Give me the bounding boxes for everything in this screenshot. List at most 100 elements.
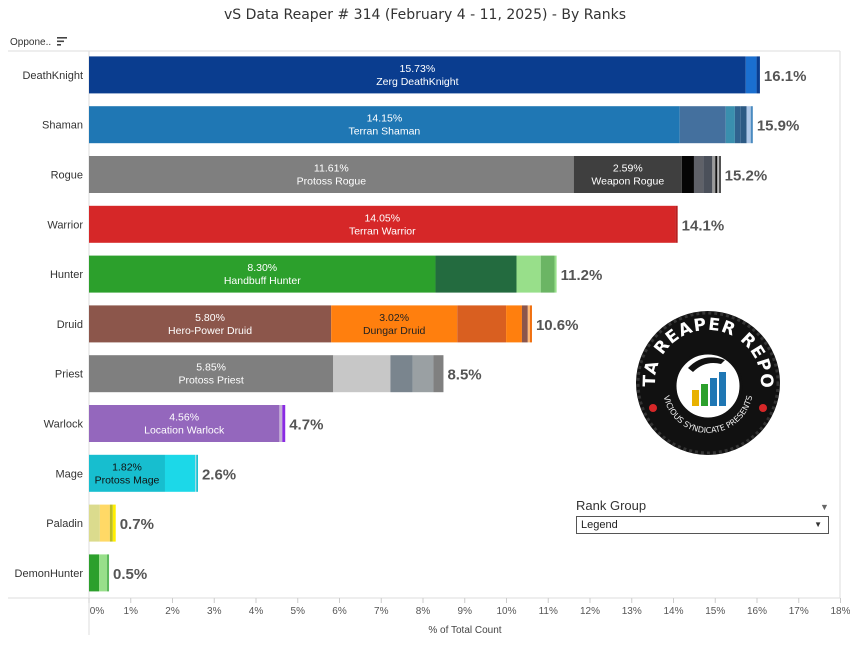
rank-group-label: Rank Group [576, 498, 647, 513]
bar-segment[interactable] [681, 156, 694, 193]
bar-segment[interactable] [717, 156, 720, 193]
x-tick-label: 15% [705, 606, 725, 617]
x-tick-label: 8% [416, 606, 431, 617]
bar-segment[interactable] [412, 355, 434, 393]
category-label-druid: Druid [57, 319, 83, 331]
bar-segment[interactable] [112, 504, 116, 542]
x-tick-label: 0% [90, 606, 105, 617]
data-reaper-logo: DATA REAPER REPORT VICIOUS SYNDICATE PRE… [633, 308, 780, 455]
rank-group-select[interactable]: Legend ▼ [576, 516, 829, 534]
bar-segment[interactable] [715, 156, 718, 193]
sort-icon[interactable] [57, 36, 67, 46]
category-label-demonhunter: DemonHunter [15, 568, 84, 580]
x-tick-label: 6% [332, 606, 347, 617]
bar-segment[interactable] [703, 156, 713, 193]
category-label-shaman: Shaman [42, 120, 83, 132]
segment-archetype-label: Handbuff Hunter [224, 275, 301, 287]
bar-segment[interactable] [527, 305, 530, 343]
bar-segment[interactable] [331, 305, 458, 343]
segment-value-label: 15.73% [400, 63, 436, 75]
bar-segment[interactable] [573, 156, 682, 193]
x-tick-label: 9% [458, 606, 473, 617]
bar-segment[interactable] [89, 56, 746, 94]
bar-total-label: 16.1% [764, 68, 807, 85]
bar-total-label: 0.5% [113, 566, 147, 583]
bar-segment[interactable] [195, 454, 197, 492]
category-label-warrior: Warrior [47, 219, 83, 231]
bar-segment[interactable] [89, 106, 680, 144]
chevron-down-icon: ▼ [814, 520, 822, 529]
bar-segment[interactable] [745, 56, 757, 94]
bar-segment[interactable] [540, 255, 555, 293]
segment-value-label: 14.05% [364, 212, 400, 224]
x-tick-label: 4% [249, 606, 264, 617]
segment-archetype-label: Hero-Power Druid [168, 325, 252, 337]
bar-segment[interactable] [675, 205, 678, 243]
bar-segment[interactable] [390, 355, 413, 393]
x-axis-title: % of Total Count [428, 625, 501, 636]
bar-segment[interactable] [282, 405, 286, 442]
x-tick-label: 7% [374, 606, 389, 617]
segment-value-label: 8.30% [247, 262, 277, 274]
bar-segment[interactable] [457, 305, 507, 343]
x-tick-label: 17% [789, 606, 809, 617]
segment-value-label: 5.80% [195, 312, 225, 324]
segment-value-label: 5.85% [196, 362, 226, 374]
bar-segment[interactable] [333, 355, 391, 393]
bar-segment[interactable] [746, 106, 751, 144]
category-label-hunter: Hunter [50, 269, 83, 281]
segment-archetype-label: Terran Warrior [349, 225, 416, 237]
segment-archetype-label: Zerg DeathKnight [376, 76, 458, 88]
bar-segment[interactable] [516, 255, 541, 293]
segment-archetype-label: Protoss Priest [178, 375, 243, 387]
segment-archetype-label: Dungar Druid [363, 325, 426, 337]
bar-segment[interactable] [89, 405, 280, 442]
bar-segment[interactable] [99, 554, 107, 592]
bar-segment[interactable] [89, 305, 332, 343]
bar-segment[interactable] [89, 454, 165, 492]
segment-value-label: 2.59% [613, 163, 643, 175]
rank-group-menu-icon[interactable]: ▼ [820, 502, 829, 512]
bar-segment[interactable] [109, 504, 113, 542]
x-tick-label: 16% [747, 606, 767, 617]
bar-segment[interactable] [693, 156, 704, 193]
category-label-deathknight: DeathKnight [22, 70, 83, 82]
bar-segment[interactable] [89, 504, 100, 542]
segment-value-label: 11.61% [314, 163, 349, 175]
category-label-mage: Mage [55, 468, 83, 480]
bar-segment[interactable] [554, 255, 557, 293]
bar-segment[interactable] [99, 504, 110, 542]
bar-total-label: 10.6% [536, 317, 579, 334]
bar-segment[interactable] [196, 454, 198, 492]
bar-segment[interactable] [89, 156, 574, 193]
bar-segment[interactable] [719, 156, 721, 193]
segment-value-label: 14.15% [367, 113, 403, 125]
bar-segment[interactable] [279, 405, 283, 442]
category-label-priest: Priest [55, 369, 83, 381]
bar-segment[interactable] [725, 106, 735, 144]
bar-segment[interactable] [529, 305, 532, 343]
bar-segment[interactable] [506, 305, 522, 343]
bar-segment[interactable] [435, 255, 517, 293]
bar-segment[interactable] [679, 106, 726, 144]
category-label-paladin: Paladin [46, 518, 83, 530]
bar-segment[interactable] [106, 554, 110, 592]
bar-segment[interactable] [756, 56, 760, 94]
bar-segment[interactable] [89, 255, 436, 293]
bar-segment[interactable] [734, 106, 741, 144]
bar-segment[interactable] [89, 355, 334, 393]
opponent-header[interactable]: Oppone.. [10, 37, 52, 48]
bar-segment[interactable] [164, 454, 196, 492]
bar-segment[interactable] [750, 106, 753, 144]
x-tick-label: 14% [663, 606, 683, 617]
bar-segment[interactable] [89, 554, 100, 592]
bar-total-label: 11.2% [561, 267, 603, 284]
x-tick-label: 2% [165, 606, 180, 617]
bar-segment[interactable] [712, 156, 716, 193]
x-tick-label: 10% [496, 606, 516, 617]
bar-segment[interactable] [433, 355, 444, 393]
bar-segment[interactable] [740, 106, 747, 144]
bar-segment[interactable] [89, 205, 676, 243]
bar-segment[interactable] [521, 305, 528, 343]
